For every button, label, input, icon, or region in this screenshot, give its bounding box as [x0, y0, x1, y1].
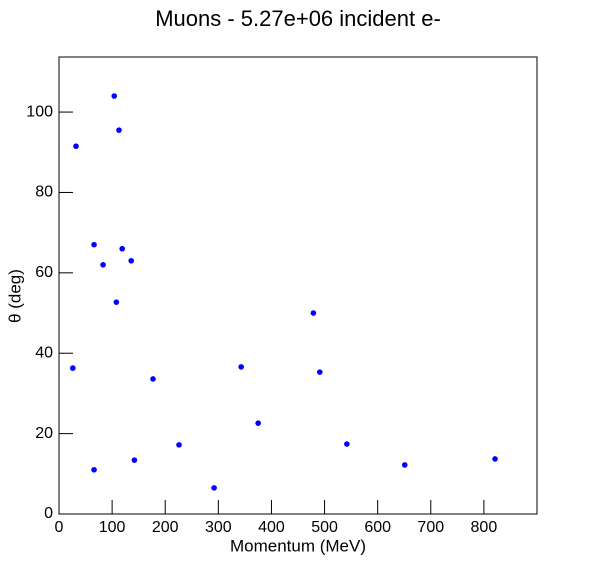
- scatter-point: [111, 93, 118, 99]
- scatter-point: [150, 376, 156, 382]
- x-tick-label: 500: [311, 519, 338, 536]
- x-axis-label: Momentum (MeV): [230, 536, 366, 555]
- scatter-point: [73, 143, 79, 150]
- scatter-point: [211, 485, 217, 491]
- y-tick-label: 0: [44, 505, 53, 522]
- scatter-point: [100, 262, 106, 268]
- scatter-point: [131, 457, 138, 463]
- scatter-point: [238, 364, 244, 370]
- scatter-point: [91, 241, 97, 248]
- y-tick-label: 80: [35, 184, 53, 201]
- x-tick-label: 400: [258, 519, 285, 536]
- x-tick-label: 800: [471, 519, 498, 536]
- y-tick-label: 20: [35, 425, 53, 442]
- x-tick-label: 600: [364, 519, 391, 536]
- scatter-point: [70, 365, 76, 371]
- y-axis-label: θ (deg): [5, 269, 24, 323]
- scatter-point: [310, 310, 317, 316]
- scatter-point: [316, 369, 323, 375]
- scatter-point: [255, 420, 261, 426]
- y-tick-label: 40: [35, 344, 53, 361]
- scatter-point: [492, 456, 498, 462]
- scatter-point: [113, 299, 120, 305]
- scatter-point: [91, 466, 97, 473]
- scatter-point: [176, 442, 182, 448]
- x-tick-label: 0: [55, 519, 64, 536]
- x-tick-label: 200: [152, 519, 179, 536]
- y-tick-label: 60: [35, 264, 53, 281]
- scatter-point: [116, 127, 122, 133]
- x-tick-label: 100: [99, 519, 126, 536]
- chart-title: Muons - 5.27e+06 incident e-: [155, 6, 441, 31]
- scatter-point: [344, 441, 350, 447]
- plot-frame: [58, 56, 538, 515]
- scatter-point: [119, 245, 126, 252]
- x-tick-label: 700: [417, 519, 444, 536]
- x-tick-label: 300: [205, 519, 232, 536]
- scatter-point: [128, 257, 135, 264]
- y-tick-label: 100: [26, 103, 53, 120]
- scatter-point: [401, 462, 408, 468]
